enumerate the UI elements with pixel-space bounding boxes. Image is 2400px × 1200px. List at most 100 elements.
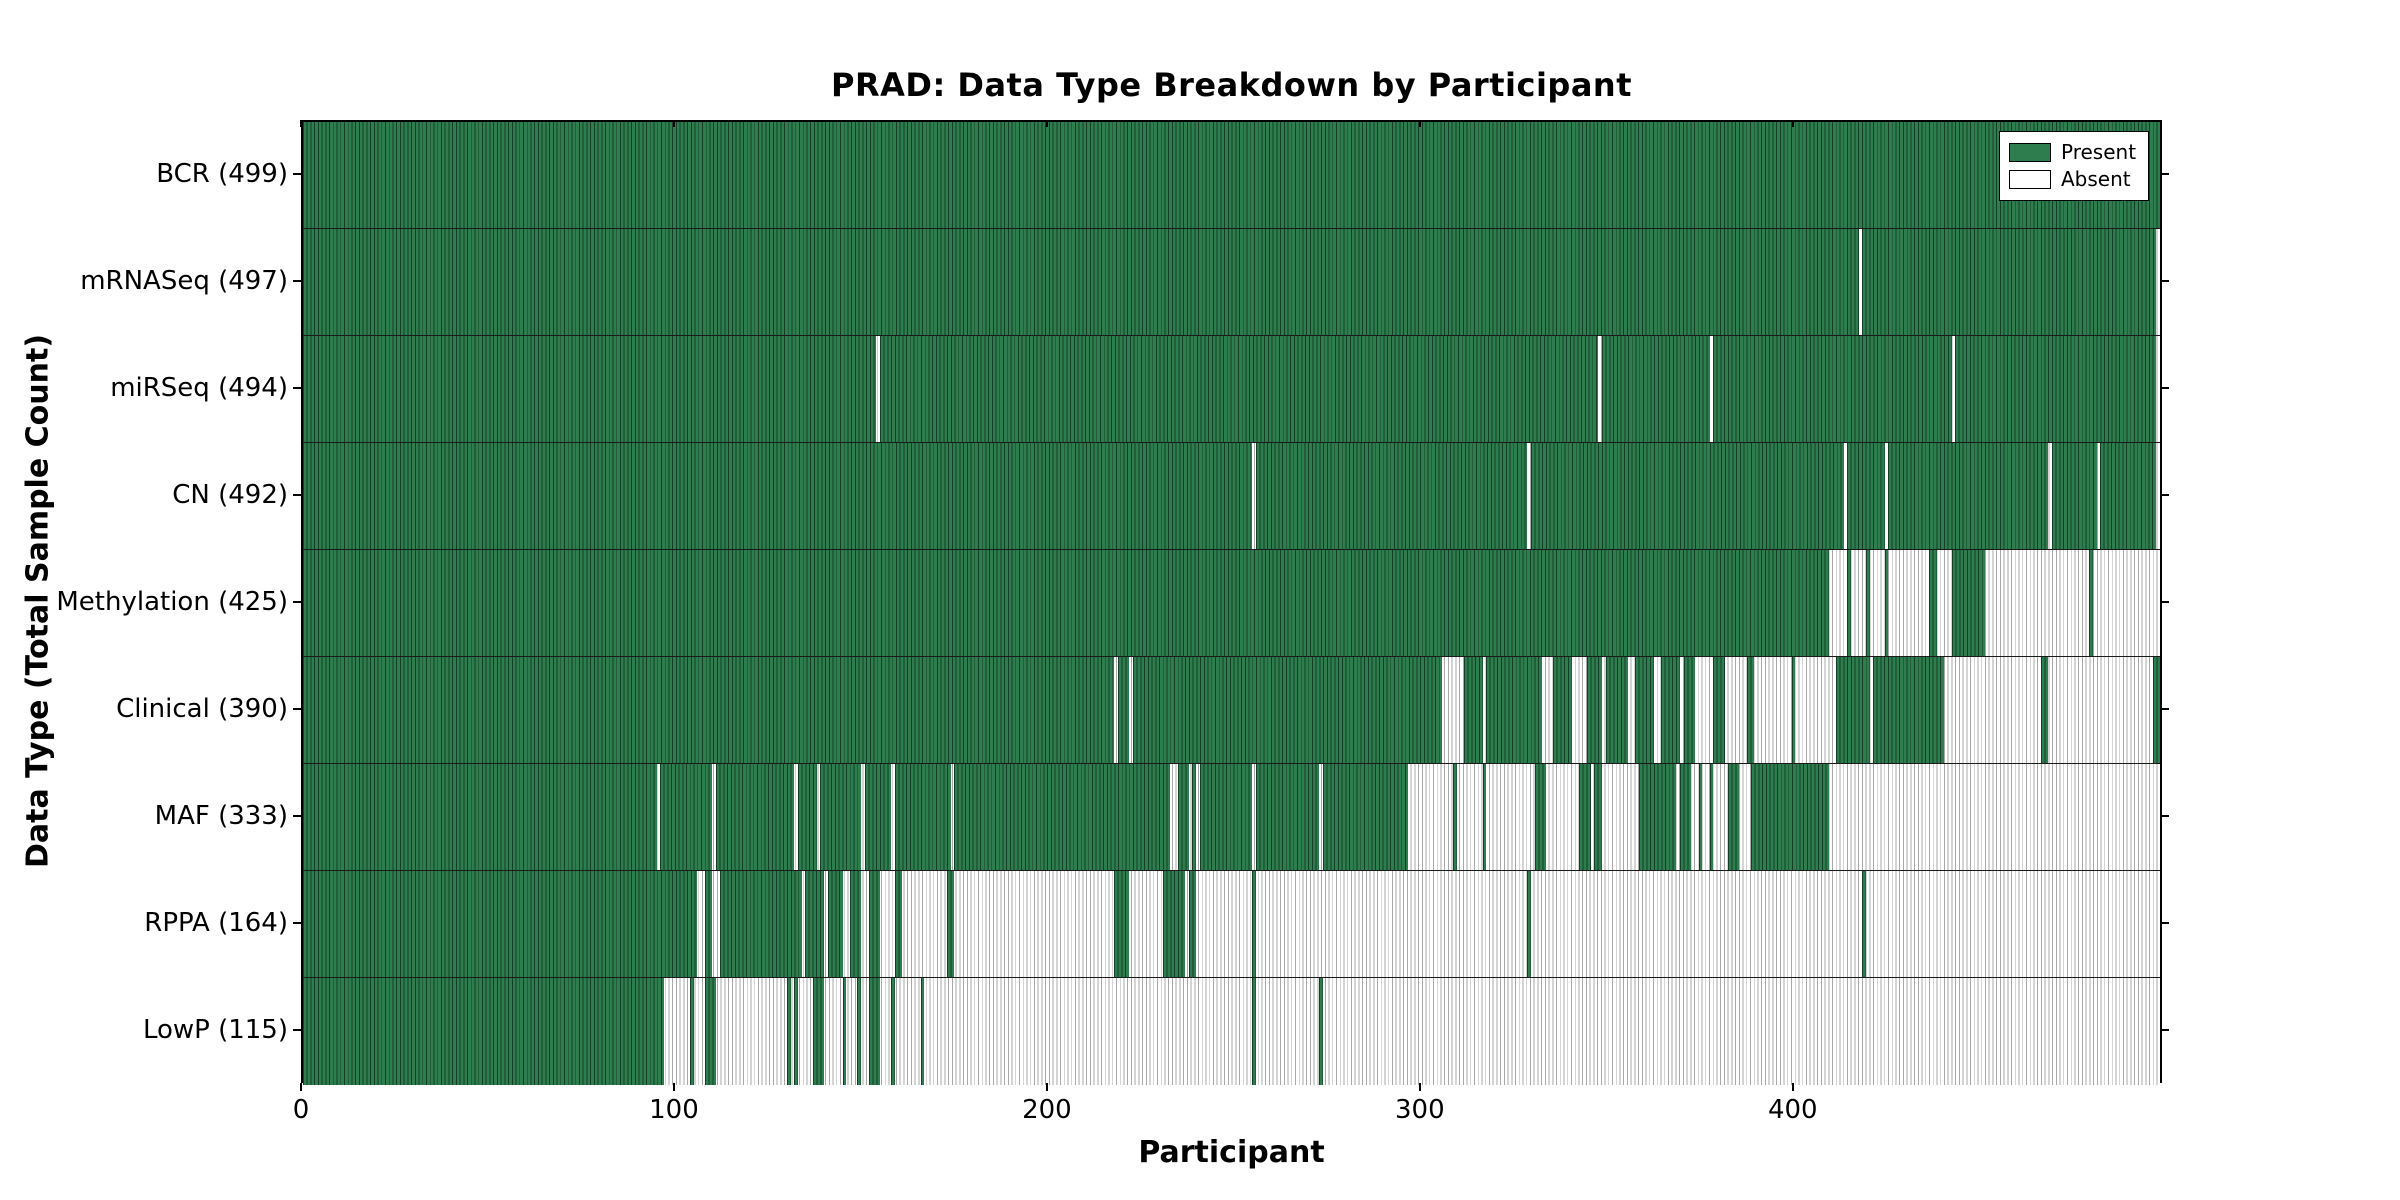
present-segment <box>1114 871 1130 977</box>
ytick-mark <box>293 814 301 817</box>
present-segment <box>1862 229 2157 335</box>
ytick-label-mRNASeq: mRNASeq (497) <box>80 265 288 296</box>
ytick-label-MAF: MAF (333) <box>154 800 288 831</box>
xtick-mark <box>300 120 302 127</box>
ytick-label-Clinical: Clinical (390) <box>116 693 288 724</box>
present-segment <box>850 871 862 977</box>
present-segment <box>1601 336 1710 442</box>
xtick-label-300: 300 <box>1395 1095 1445 1125</box>
ytick-mark <box>2162 493 2169 496</box>
ytick-mark <box>2162 386 2169 389</box>
present-segment <box>842 978 847 1085</box>
present-segment <box>1255 764 1319 870</box>
present-segment <box>894 764 951 870</box>
present-segment <box>1192 764 1197 870</box>
present-segment <box>857 978 862 1085</box>
row-Clinical <box>303 657 2160 764</box>
present-segment <box>1162 871 1185 977</box>
legend-label-present: Present <box>2061 140 2137 164</box>
present-segment <box>303 657 1115 763</box>
present-segment <box>1177 764 1189 870</box>
ytick-mark <box>2162 707 2169 710</box>
present-segment <box>716 764 795 870</box>
present-segment <box>868 871 880 977</box>
ytick-label-miRSeq: miRSeq (494) <box>110 372 288 403</box>
present-segment <box>1553 657 1572 763</box>
present-segment <box>1534 764 1546 870</box>
present-segment <box>1251 871 1256 977</box>
row-LowP <box>303 978 2160 1085</box>
xtick-mark <box>1418 120 1421 127</box>
row-BCR <box>303 122 2160 229</box>
xtick-label-200: 200 <box>1022 1095 1072 1125</box>
ytick-label-BCR: BCR (499) <box>156 158 288 189</box>
present-segment <box>704 871 713 977</box>
xtick-mark <box>300 1083 302 1091</box>
present-segment <box>1531 443 1844 549</box>
present-segment <box>1847 443 1885 549</box>
xtick-label-0: 0 <box>292 1095 310 1125</box>
present-segment <box>868 978 880 1085</box>
present-segment <box>690 978 694 1085</box>
present-segment <box>1873 657 1945 763</box>
xtick-mark <box>1791 120 1794 127</box>
present-segment <box>1951 550 1986 656</box>
present-segment <box>1679 764 1692 870</box>
present-segment <box>660 764 713 870</box>
present-segment <box>1199 764 1252 870</box>
present-segment <box>1709 764 1714 870</box>
present-swatch <box>2009 143 2051 162</box>
present-segment <box>797 764 817 870</box>
present-segment <box>827 871 843 977</box>
present-segment <box>303 122 2160 228</box>
chart-title: PRAD: Data Type Breakdown by Participant <box>831 66 1632 104</box>
present-segment <box>1884 550 1889 656</box>
present-segment <box>1866 550 1870 656</box>
present-segment <box>1635 657 1654 763</box>
present-segment <box>1527 871 1532 977</box>
present-segment <box>786 978 791 1085</box>
present-segment <box>1464 657 1483 763</box>
present-segment <box>879 336 1599 442</box>
present-segment <box>890 978 895 1085</box>
present-segment <box>1586 657 1602 763</box>
row-CN <box>303 443 2160 550</box>
legend-label-absent: Absent <box>2061 167 2131 191</box>
xtick-label-100: 100 <box>649 1095 699 1125</box>
present-segment <box>303 764 657 870</box>
present-segment <box>2089 550 2093 656</box>
ytick-mark <box>293 1028 301 1031</box>
xtick-mark <box>672 120 675 127</box>
ytick-mark <box>2162 600 2169 603</box>
present-segment <box>303 978 664 1085</box>
present-segment <box>954 764 1171 870</box>
present-segment <box>1322 764 1409 870</box>
present-segment <box>1713 657 1725 763</box>
present-segment <box>1683 657 1695 763</box>
present-segment <box>303 229 1859 335</box>
ytick-mark <box>293 386 301 389</box>
present-segment <box>2040 657 2049 763</box>
present-segment <box>894 871 903 977</box>
present-segment <box>1452 764 1457 870</box>
present-segment <box>303 550 1829 656</box>
present-segment <box>1638 764 1677 870</box>
present-segment <box>820 764 862 870</box>
present-segment <box>1318 978 1323 1085</box>
ytick-mark <box>2162 172 2169 175</box>
present-segment <box>2052 443 2097 549</box>
legend: Present Absent <box>1999 131 2149 201</box>
present-segment <box>946 871 955 977</box>
present-segment <box>1132 657 1442 763</box>
ytick-mark <box>293 921 301 924</box>
present-segment <box>303 443 1252 549</box>
x-axis-label: Participant <box>1138 1135 1325 1170</box>
present-segment <box>1750 764 1829 870</box>
present-segment <box>1847 550 1852 656</box>
row-mRNASeq <box>303 229 2160 336</box>
present-segment <box>303 871 698 977</box>
present-segment <box>1188 871 1197 977</box>
ytick-label-LowP: LowP (115) <box>142 1014 288 1045</box>
present-segment <box>1791 657 1796 763</box>
